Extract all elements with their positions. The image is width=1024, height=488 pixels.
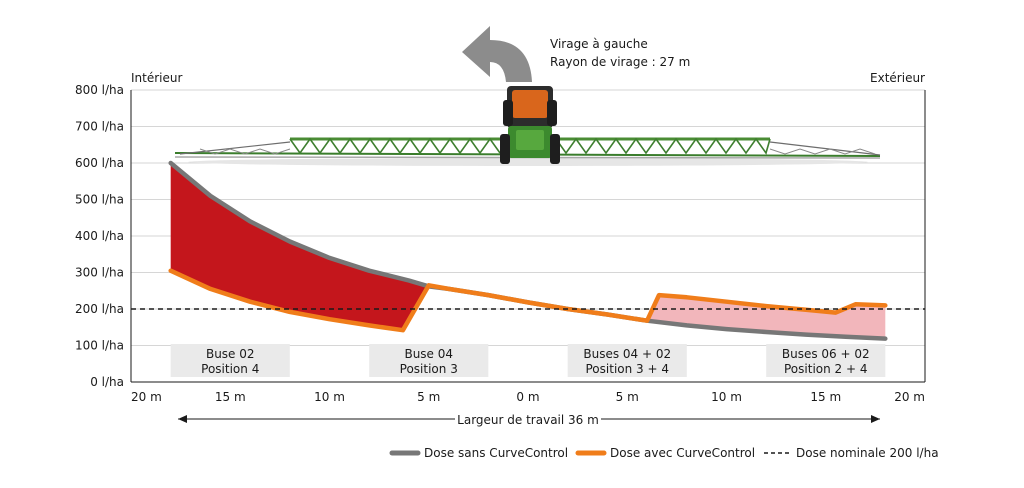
x-tick-label: 5 m [417, 390, 440, 404]
section-box [369, 344, 489, 377]
section-box [766, 344, 886, 377]
y-tick-label: 800 l/ha [75, 83, 124, 97]
section-box [567, 344, 687, 377]
y-tick-label: 0 l/ha [90, 375, 124, 389]
x-tick-label: 20 m [894, 390, 925, 404]
section-label-nozzle: Buse 04 [404, 347, 453, 361]
x-tick-label: 10 m [314, 390, 345, 404]
section-label-nozzle: Buses 04 + 02 [583, 347, 671, 361]
series-line-with-curvecontrol [168, 268, 888, 333]
x-tick-label: 5 m [616, 390, 639, 404]
section-label-position: Position 4 [201, 362, 259, 376]
legend-label-without: Dose sans CurveControl [424, 446, 568, 460]
x-tick-label: 15 m [215, 390, 246, 404]
y-tick-label: 600 l/ha [75, 156, 124, 170]
series-lines [131, 160, 925, 341]
y-tick-label: 400 l/ha [75, 229, 124, 243]
width-arrow-left-icon [178, 415, 187, 423]
side-label-right: Extérieur [870, 71, 925, 85]
y-tick-label: 500 l/ha [75, 193, 124, 207]
x-tick-label: 15 m [810, 390, 841, 404]
y-tick-label: 700 l/ha [75, 120, 124, 134]
annotation-line-2: Rayon de virage : 27 m [550, 55, 690, 69]
deviation-areas [170, 163, 886, 339]
x-tick-label: 10 m [711, 390, 742, 404]
section-label-position: Position 3 [400, 362, 458, 376]
axes: 0 l/ha 100 l/ha 200 l/ha 300 l/ha 400 l/ha 50… [75, 83, 926, 404]
over-dose-area [647, 295, 886, 339]
y-tick-label: 200 l/ha [75, 302, 124, 316]
section-label-position: Position 3 + 4 [586, 362, 670, 376]
turn-left-arrow-icon [462, 26, 532, 82]
legend: Dose sans CurveControl Dose avec CurveCo… [389, 446, 939, 460]
section-label-nozzle: Buses 06 + 02 [782, 347, 870, 361]
x-tick-label: 0 m [516, 390, 539, 404]
section-label-nozzle: Buse 02 [206, 347, 255, 361]
section-box [170, 344, 290, 377]
y-tick-label: 300 l/ha [75, 266, 124, 280]
sprayer-icon [174, 86, 881, 166]
y-tick-label: 100 l/ha [75, 339, 124, 353]
section-label-position: Position 2 + 4 [784, 362, 868, 376]
annotation-line-1: Virage à gauche [550, 37, 648, 51]
x-axis-title: Largeur de travail 36 m [178, 410, 880, 428]
width-arrow-right-icon [871, 415, 880, 423]
legend-label-with: Dose avec CurveControl [610, 446, 755, 460]
x-axis-label: Largeur de travail 36 m [457, 413, 599, 427]
x-tick-label: 20 m [131, 390, 162, 404]
legend-label-nominal: Dose nominale 200 l/ha [796, 446, 939, 460]
side-label-left: Intérieur [131, 71, 182, 85]
annotation: Virage à gauche Rayon de virage : 27 m [550, 37, 690, 69]
